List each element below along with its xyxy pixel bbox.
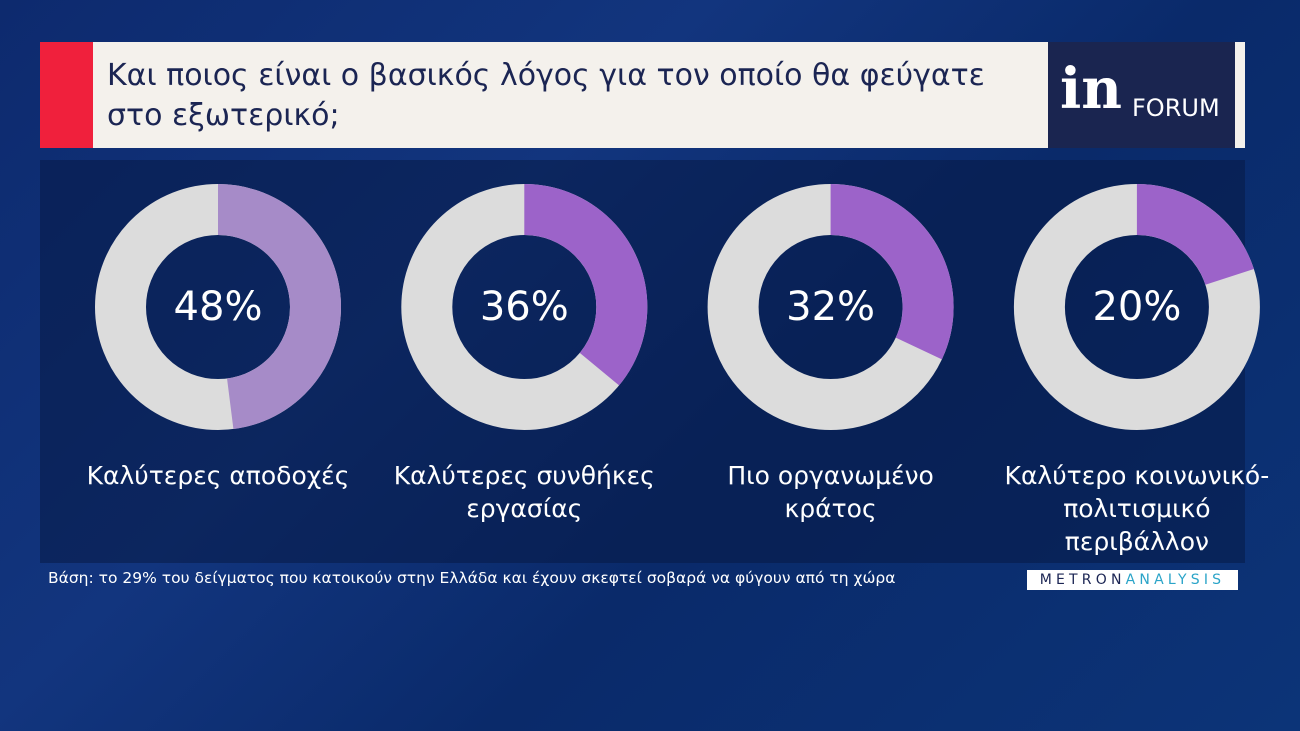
category-label: Καλύτερες συνθήκες εργασίας (393, 461, 655, 523)
value-label: 32% (786, 284, 875, 330)
category-label: Καλύτερες αποδοχές (86, 461, 350, 490)
logo-in: in (1060, 56, 1122, 122)
category-label: Πιο οργανωμένο κράτος (727, 461, 934, 523)
title: Και ποιος είναι ο βασικός λόγος για τον … (107, 58, 985, 133)
donut-segment (217, 184, 341, 430)
donut-segment (523, 184, 648, 386)
value-label: 20% (1092, 284, 1181, 330)
donut-segment (829, 184, 954, 360)
footnote: Βάση: το 29% του δείγματος που κατοικούν… (48, 569, 896, 587)
header: Και ποιος είναι ο βασικός λόγος για τον … (40, 42, 1245, 148)
value-label: 48% (174, 284, 263, 330)
category-label: Καλύτερο κοινωνικό-πολιτισμικό περιβάλλο… (1004, 461, 1270, 556)
value-label: 36% (480, 284, 569, 330)
accent-bar (40, 42, 93, 148)
source-part: ANALYSIS (1125, 572, 1226, 588)
logo-forum: FORUM (1132, 94, 1220, 122)
source-logo: METRONANALYSIS (1027, 570, 1238, 590)
logo: in FORUM (1048, 42, 1235, 148)
source-part: METRON (1039, 572, 1126, 588)
donut-segment (1135, 184, 1254, 286)
